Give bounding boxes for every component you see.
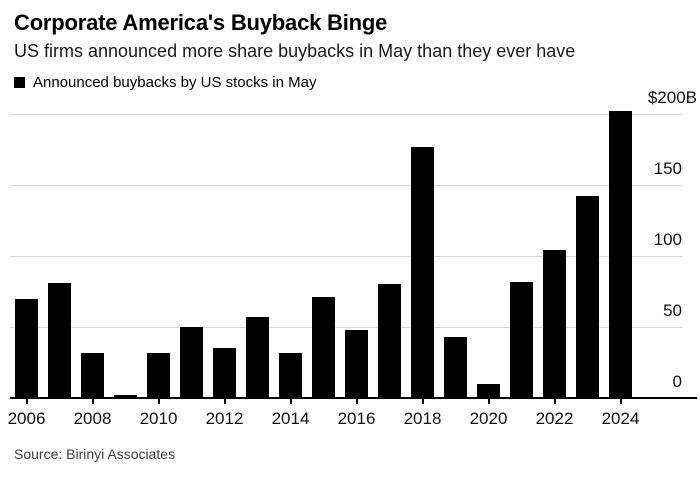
y-axis-label-200: $200B (647, 88, 697, 107)
gridline-50 (10, 326, 682, 328)
bar-2017 (378, 284, 401, 398)
x-tick-2014 (289, 398, 292, 404)
x-tick-2006 (25, 398, 28, 404)
bar-2023 (576, 196, 599, 398)
chart-subtitle: US firms announced more share buybacks i… (14, 41, 576, 61)
x-axis-label-2016: 2016 (337, 409, 376, 428)
gridline-200 (10, 113, 682, 115)
x-axis-label-2018: 2018 (403, 409, 442, 428)
x-tick-2010 (157, 398, 160, 404)
bar-2006 (15, 298, 38, 398)
bar-2019 (444, 336, 467, 398)
y-axis-label-0: 0 (672, 372, 682, 391)
bar-2014 (279, 352, 302, 398)
bar-2020 (477, 383, 500, 398)
bar-2013 (246, 317, 269, 398)
x-tick-2016 (355, 398, 358, 404)
x-axis-label-2012: 2012 (205, 409, 244, 428)
x-axis-label-2022: 2022 (535, 409, 574, 428)
chart-title: Corporate America's Buyback Binge (14, 10, 388, 35)
bar-2007 (48, 282, 71, 398)
x-axis-label-2020: 2020 (469, 409, 508, 428)
y-axis-label-100: 100 (653, 230, 682, 249)
bar-2015 (312, 297, 335, 398)
x-tick-2024 (619, 398, 622, 404)
x-tick-2018 (421, 398, 424, 404)
legend: Announced buybacks by US stocks in May (14, 74, 316, 91)
bar-2011 (180, 327, 203, 398)
legend-label: Announced buybacks by US stocks in May (33, 74, 317, 91)
source-note: Source: Birinyi Associates (14, 446, 176, 462)
bar-2012 (213, 348, 236, 398)
x-tick-2020 (487, 398, 490, 404)
y-axis-label-150: 150 (653, 159, 682, 178)
bar-2016 (345, 329, 368, 398)
bar-2009 (114, 395, 137, 398)
x-axis-label-2006: 2006 (7, 409, 46, 428)
bar-2021 (510, 281, 533, 398)
bar-2024 (609, 111, 632, 398)
x-axis-line (10, 397, 697, 399)
bar-2022 (543, 250, 566, 398)
bar-2018 (411, 146, 434, 398)
x-axis-label-2010: 2010 (139, 409, 178, 428)
x-tick-2012 (223, 398, 226, 404)
x-tick-2022 (553, 398, 556, 404)
x-axis-label-2008: 2008 (73, 409, 112, 428)
x-axis-label-2014: 2014 (271, 409, 310, 428)
bar-2010 (147, 352, 170, 398)
gridline-100 (10, 255, 682, 257)
x-tick-2008 (91, 398, 94, 404)
legend-swatch-icon (14, 77, 25, 88)
bar-2008 (81, 352, 104, 398)
x-axis-label-2024: 2024 (601, 409, 640, 428)
y-axis-label-50: 50 (663, 301, 682, 320)
gridline-150 (10, 184, 682, 186)
